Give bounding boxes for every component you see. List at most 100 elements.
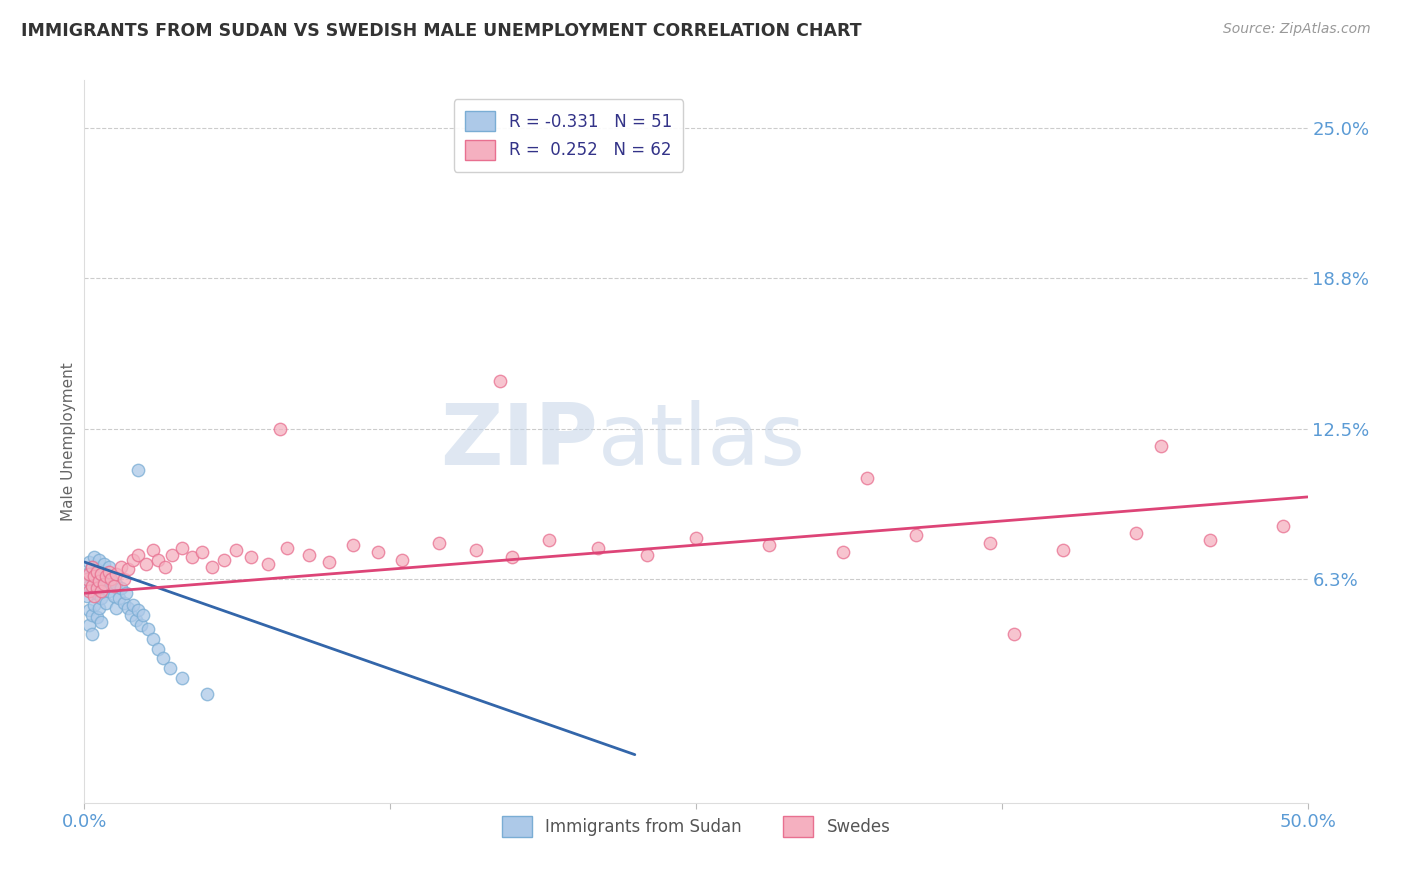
Point (86, 562, 108, 576)
Point (225, 542, 247, 557)
Point (80, 627, 103, 641)
Point (636, 548, 658, 562)
Point (129, 617, 152, 632)
Point (86, 565, 108, 579)
Point (127, 603, 149, 617)
Point (239, 550, 262, 565)
Point (87, 574, 110, 589)
Point (103, 579, 125, 593)
Point (502, 550, 524, 565)
Point (96, 596, 118, 610)
Point (112, 572, 135, 586)
Point (342, 538, 364, 552)
Point (1198, 533, 1220, 548)
Point (269, 423, 291, 437)
Point (146, 552, 169, 566)
Point (76, 572, 98, 586)
Point (586, 541, 609, 555)
Point (979, 535, 1001, 549)
Point (152, 651, 174, 665)
Point (93, 582, 115, 596)
Point (110, 559, 132, 574)
Point (1125, 526, 1147, 541)
Point (142, 632, 165, 646)
Point (83, 569, 105, 583)
Point (367, 545, 389, 559)
Point (1150, 439, 1173, 453)
Point (97, 559, 120, 574)
Point (76, 589, 98, 603)
Point (100, 572, 122, 586)
Point (90, 615, 112, 630)
Point (856, 471, 879, 485)
Point (181, 550, 204, 565)
Point (1002, 627, 1025, 641)
Point (489, 375, 512, 389)
Point (77, 603, 100, 617)
Point (77, 579, 100, 593)
Point (195, 687, 218, 701)
Point (90, 591, 112, 606)
Point (153, 559, 176, 574)
Point (318, 555, 340, 569)
Point (80, 559, 103, 574)
Point (77, 567, 100, 582)
Point (758, 538, 780, 552)
Point (191, 545, 214, 559)
Point (172, 671, 194, 685)
Point (77, 555, 100, 569)
Point (83, 550, 105, 565)
Point (127, 463, 149, 477)
Point (112, 596, 135, 610)
Point (146, 641, 169, 656)
Point (90, 583, 112, 598)
Text: atlas: atlas (598, 400, 806, 483)
Point (77, 583, 100, 598)
Point (86, 610, 108, 624)
Point (427, 535, 450, 549)
Point (685, 531, 707, 545)
Point (90, 567, 112, 582)
Point (105, 567, 128, 582)
Point (538, 533, 561, 548)
Y-axis label: Male Unemployment: Male Unemployment (60, 362, 76, 521)
Point (83, 574, 105, 589)
Point (117, 600, 139, 615)
Text: IMMIGRANTS FROM SUDAN VS SWEDISH MALE UNEMPLOYMENT CORRELATION CHART: IMMIGRANTS FROM SUDAN VS SWEDISH MALE UN… (21, 22, 862, 40)
Point (90, 567, 112, 582)
Point (110, 582, 132, 596)
Point (107, 591, 129, 606)
Point (86, 582, 108, 596)
Point (172, 541, 194, 555)
Point (93, 576, 115, 591)
Point (105, 600, 128, 615)
Point (905, 528, 928, 542)
Point (122, 599, 145, 613)
Point (86, 586, 108, 600)
Point (125, 613, 148, 627)
Point (464, 542, 486, 557)
Point (97, 565, 120, 579)
Point (103, 589, 125, 603)
Point (391, 552, 413, 566)
Legend: Immigrants from Sudan, Swedes: Immigrants from Sudan, Swedes (494, 808, 898, 845)
Point (142, 542, 165, 557)
Point (122, 552, 145, 566)
Point (120, 607, 142, 622)
Point (1272, 518, 1295, 533)
Point (93, 558, 115, 572)
Point (276, 541, 298, 555)
Point (96, 572, 118, 586)
Point (80, 559, 103, 574)
Point (212, 552, 235, 566)
Text: ZIP: ZIP (440, 400, 598, 483)
Point (87, 576, 110, 591)
Text: Source: ZipAtlas.com: Source: ZipAtlas.com (1223, 22, 1371, 37)
Point (831, 545, 853, 559)
Point (127, 548, 149, 562)
Point (257, 558, 280, 572)
Point (87, 600, 110, 615)
Point (80, 583, 103, 598)
Point (136, 623, 159, 637)
Point (132, 607, 155, 622)
